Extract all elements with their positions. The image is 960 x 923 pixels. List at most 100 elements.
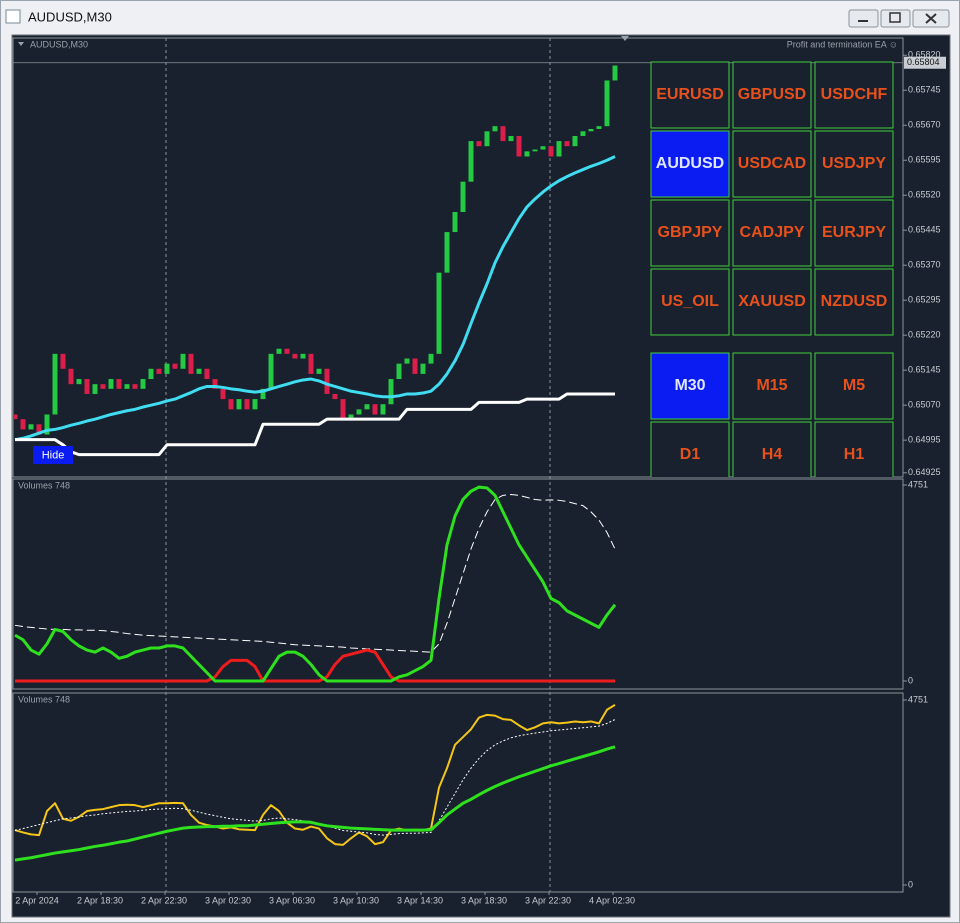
- y-tick-label: 0.65220: [908, 330, 941, 340]
- candle-body: [212, 379, 218, 389]
- hide-button-label: Hide: [42, 449, 65, 461]
- panel-button[interactable]: [650, 199, 730, 267]
- time-label: 2 Apr 2024: [15, 895, 59, 905]
- candle-body: [188, 353, 194, 374]
- panel-button[interactable]: [650, 61, 730, 129]
- panel-button[interactable]: [814, 421, 894, 488]
- volume-pane-border: [12, 478, 904, 690]
- candle-body: [580, 131, 586, 136]
- panel-button[interactable]: [814, 199, 894, 267]
- candle-body: [204, 368, 210, 380]
- pane-plot: [13, 65, 618, 457]
- shift-marker: [621, 36, 629, 41]
- candle-body: [60, 353, 66, 369]
- candle-body: [436, 272, 442, 354]
- panel-button[interactable]: [814, 61, 894, 129]
- panel-button-label: GBPUSD: [738, 86, 806, 103]
- candle-body: [332, 393, 338, 400]
- main-pane-border: [12, 37, 904, 478]
- time-label: 2 Apr 18:30: [77, 895, 123, 905]
- panel-button-label: XAUUSD: [738, 293, 806, 310]
- panel-button-label: US_OIL: [661, 293, 719, 310]
- panel-button[interactable]: [732, 352, 812, 420]
- indicator-line: [15, 648, 615, 683]
- candle-body: [196, 368, 202, 374]
- panel-button[interactable]: [732, 268, 812, 336]
- y-tick-label: 0.65370: [908, 260, 941, 270]
- candle-body: [300, 353, 306, 359]
- candle-body: [52, 353, 58, 415]
- candle-body: [356, 409, 362, 415]
- y-tick-label: 0.65070: [908, 400, 941, 410]
- candle-body: [428, 353, 434, 364]
- panel-button[interactable]: [650, 352, 730, 420]
- candle-body: [372, 404, 378, 415]
- candle-body: [68, 368, 74, 385]
- time-label: 3 Apr 22:30: [525, 895, 571, 905]
- minimize-button[interactable]: [848, 9, 879, 28]
- candle-body: [468, 141, 474, 182]
- candle-body: [420, 363, 426, 374]
- candle-body: [404, 358, 410, 364]
- close-icon: [925, 13, 937, 24]
- panel-button[interactable]: [650, 268, 730, 336]
- candle-body: [260, 388, 266, 400]
- panel-button[interactable]: [650, 421, 730, 488]
- candle-body: [276, 348, 282, 354]
- panel-button[interactable]: [814, 268, 894, 336]
- time-label: 4 Apr 02:30: [589, 895, 635, 905]
- panel-button-label: H1: [844, 446, 865, 463]
- panel-button[interactable]: [732, 130, 812, 198]
- panel-button[interactable]: [814, 352, 894, 420]
- candle-body: [172, 363, 178, 369]
- candle-body: [116, 379, 122, 389]
- y-tick-label: 0.65145: [908, 365, 941, 375]
- panel-button[interactable]: [814, 130, 894, 198]
- candle-body: [220, 388, 226, 400]
- candle-body: [564, 141, 570, 147]
- y-tick-label: 0.65445: [908, 225, 941, 235]
- candle-body: [588, 128, 594, 132]
- y-tick-label: 4751: [908, 694, 928, 704]
- panel-button[interactable]: [732, 61, 812, 129]
- candle-body: [156, 368, 162, 374]
- hide-button[interactable]: [33, 446, 73, 464]
- candle-body: [444, 232, 450, 273]
- indicator-line: [14, 494, 616, 653]
- panel-button[interactable]: [650, 130, 730, 198]
- panel-button-label: AUDUSD: [656, 155, 724, 172]
- candle-body: [148, 368, 154, 380]
- candle-body: [540, 146, 546, 150]
- panel-button[interactable]: [732, 421, 812, 488]
- candle-body: [532, 149, 538, 152]
- candle-body: [124, 384, 130, 389]
- y-tick-label: 0.64925: [908, 467, 941, 477]
- candle-body: [180, 353, 186, 369]
- candle-body: [604, 80, 610, 127]
- candle-body: [476, 141, 482, 147]
- restore-icon: [889, 12, 901, 23]
- panel-button-label: EURUSD: [656, 86, 724, 103]
- indicator-line: [14, 704, 616, 846]
- panel-button[interactable]: [732, 199, 812, 267]
- candle-body: [308, 353, 314, 374]
- y-tick-label: 0.65520: [908, 190, 941, 200]
- y-tick-label: 0.65820: [908, 50, 941, 60]
- candle-body: [508, 135, 514, 142]
- restore-button[interactable]: [880, 9, 911, 28]
- candle-body: [28, 424, 34, 430]
- candle-body: [92, 384, 98, 394]
- candle-body: [44, 414, 50, 435]
- candle-body: [396, 363, 402, 380]
- panel-button-label: EURJPY: [822, 224, 886, 241]
- panel-button-label: USDJPY: [822, 155, 886, 172]
- chart-layer: 0.65820 0.65745 0.65670 0.65595 0.65520 0.654…: [13, 39, 946, 905]
- indicator-line: [14, 485, 617, 683]
- pane-plot: [14, 485, 617, 683]
- candle-body: [236, 399, 242, 410]
- candle-body: [13, 414, 18, 420]
- candle-body: [500, 126, 506, 142]
- panel-button-label: CADJPY: [740, 224, 805, 241]
- y-tick-label: 0: [908, 675, 913, 685]
- candle-body: [460, 181, 466, 213]
